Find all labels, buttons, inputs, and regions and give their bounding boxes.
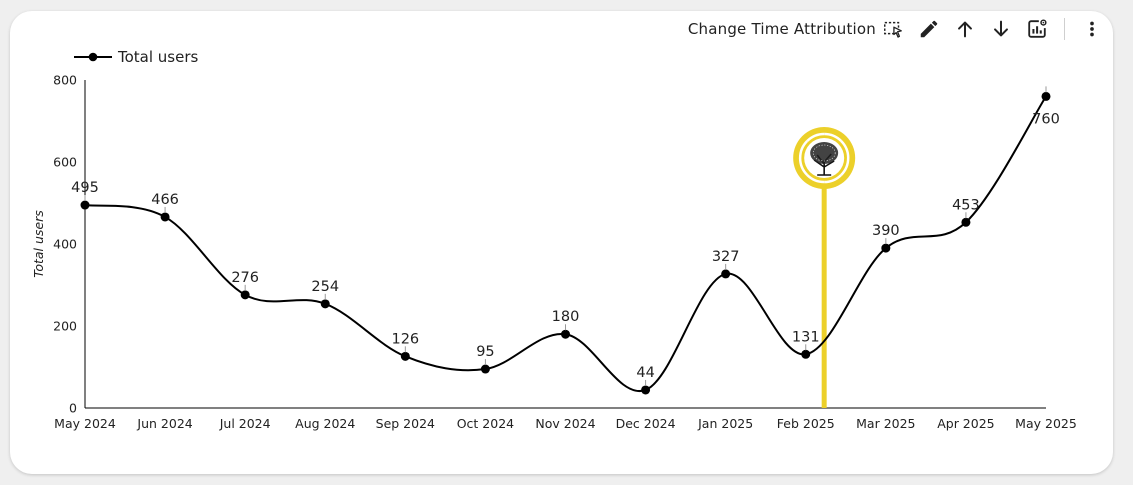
annotation-layer [793,127,856,408]
tree-canopy-texture [812,144,836,162]
data-label: 453 [952,197,980,213]
data-label: 254 [311,279,339,295]
data-point [480,364,490,374]
badge-segment [824,132,843,142]
toolbar-divider [1064,18,1065,40]
data-label: 180 [552,309,580,325]
x-tick-label: Mar 2025 [856,416,915,431]
tree-logo-icon [793,127,856,189]
legend-label: Total users [118,48,199,66]
arrow-up-icon[interactable] [952,16,978,42]
y-axis-title: Total users [31,210,46,278]
x-axis: May 2024 Jun 2024 Jul 2024 Aug 2024 Sep 2024… [54,407,1077,431]
x-tick-label: Dec 2024 [616,416,676,431]
data-label: 95 [476,344,494,360]
data-label: 327 [712,249,740,265]
x-tick-label: Apr 2025 [937,416,994,431]
data-label: 760 [1032,111,1060,127]
badge-segment [824,174,843,184]
data-point [961,217,971,227]
badge-segment [806,174,825,184]
legend-marker-icon [74,52,112,62]
x-tick-label: Oct 2024 [457,416,514,431]
arrow-down-icon[interactable] [988,16,1014,42]
data-label: 390 [872,223,900,239]
data-point [721,269,731,279]
data-point [160,212,170,222]
x-tick-label: Jul 2024 [219,416,271,431]
badge-segment [840,157,850,176]
series-line-total-users [84,95,1047,393]
data-point [1041,91,1051,101]
x-tick-label: May 2025 [1015,416,1077,431]
series-layer [80,91,1051,395]
x-tick-label: Nov 2024 [535,416,595,431]
data-point [641,385,651,395]
data-label: 466 [151,192,179,208]
select-region-icon[interactable] [880,16,906,42]
x-tick-label: Jan 2025 [697,416,753,431]
edit-icon[interactable] [916,16,942,42]
badge-segment [798,140,809,159]
data-point [881,243,891,253]
chart-legend[interactable]: Total users [74,48,198,66]
data-label: 126 [391,331,419,347]
tree-canopy [810,142,839,164]
chart-toolbar: Change Time Attribution [688,16,1105,42]
x-tick-label: Feb 2025 [777,416,835,431]
y-tick-label: 800 [53,73,77,88]
y-axis: 0 200 400 600 800 Total users [31,73,86,416]
data-point [80,200,90,210]
x-tick-label: May 2024 [54,416,116,431]
badge-segment [806,132,825,142]
data-point [240,290,250,300]
x-tick-label: Jun 2024 [136,416,192,431]
more-vert-icon[interactable] [1079,16,1105,42]
y-tick-label: 0 [69,401,77,416]
data-point [801,349,811,359]
y-tick-label: 200 [53,319,77,334]
badge-segment [840,140,850,159]
y-tick-label: 400 [53,237,77,252]
x-tick-label: Sep 2024 [376,416,435,431]
chart-settings-icon[interactable] [1024,16,1050,42]
x-tick-label: Aug 2024 [295,416,355,431]
data-label: 131 [792,329,820,345]
data-point [561,329,570,339]
data-label: 44 [636,365,654,381]
data-label: 276 [231,270,259,286]
data-point [320,299,330,309]
data-point [400,351,410,361]
badge-segment [798,157,809,176]
y-tick-label: 600 [53,155,77,170]
data-label: 495 [71,180,99,196]
change-time-attribution-button[interactable]: Change Time Attribution [687,20,876,38]
data-labels: 495 466 276 254 126 95 180 44 327 131 390 453 760 [71,86,1060,386]
